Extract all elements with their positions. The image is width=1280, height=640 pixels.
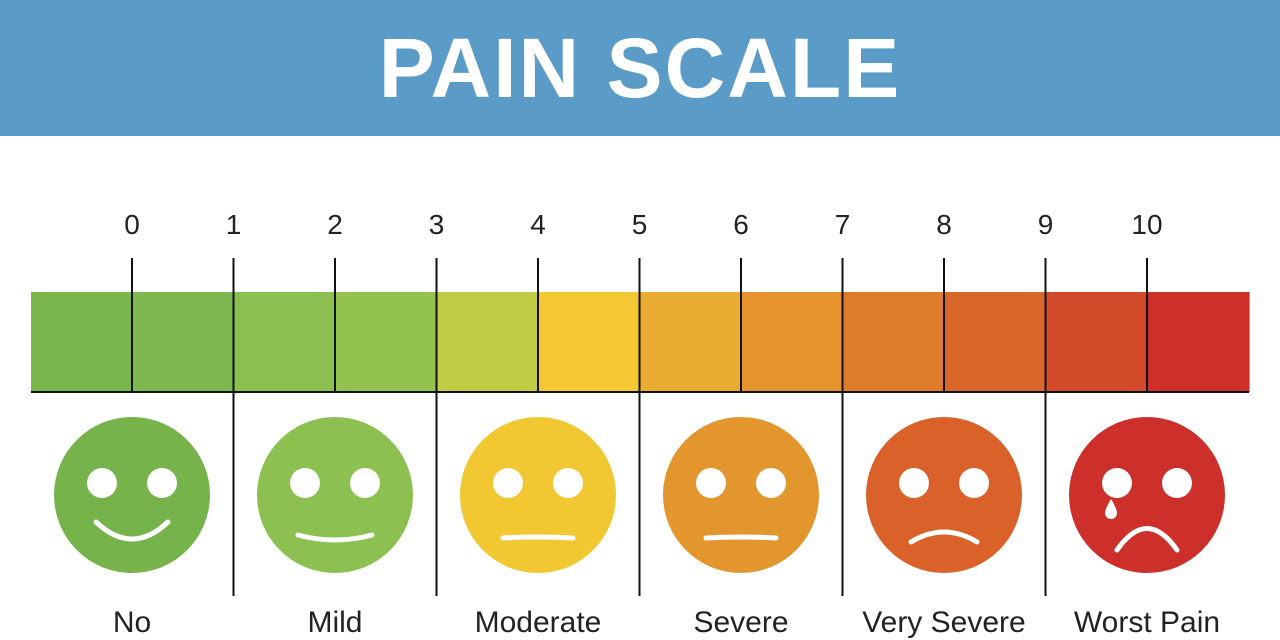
tick-label: 8 bbox=[936, 209, 952, 240]
face-circle bbox=[663, 417, 819, 573]
face-flat-icon bbox=[460, 417, 616, 573]
bar-segment bbox=[233, 292, 336, 392]
tick-label: 10 bbox=[1131, 209, 1162, 240]
bar-segment bbox=[741, 292, 844, 392]
face-label: Worst Pain bbox=[1074, 606, 1220, 639]
mouth bbox=[1114, 526, 1180, 553]
face-circle bbox=[1069, 417, 1225, 573]
face-big-frown-icon bbox=[1069, 417, 1225, 573]
face-big-smile-icon bbox=[54, 417, 210, 573]
face-frown-icon bbox=[866, 417, 1022, 573]
face-label: No bbox=[113, 606, 151, 639]
mouth bbox=[500, 534, 576, 541]
faces-row: No Mild Moderate Severe Very Severe Worst Pai… bbox=[54, 417, 1225, 639]
bar-segment bbox=[132, 292, 235, 392]
bar-segment bbox=[842, 292, 945, 392]
tick-label: 6 bbox=[733, 209, 749, 240]
bar-segment bbox=[1045, 292, 1148, 392]
tick-label: 2 bbox=[327, 209, 343, 240]
face-label: Severe bbox=[693, 606, 788, 639]
face-circle bbox=[460, 417, 616, 573]
color-gradient-bar bbox=[31, 292, 1250, 393]
tick-label: 0 bbox=[124, 209, 140, 240]
mouth bbox=[93, 519, 171, 542]
bar-segment bbox=[944, 292, 1047, 392]
bar-segment bbox=[1147, 292, 1250, 392]
face-smile-icon bbox=[257, 417, 413, 573]
left-eye bbox=[493, 468, 523, 498]
page-title: PAIN SCALE bbox=[378, 21, 902, 115]
face-label: Very Severe bbox=[862, 606, 1025, 639]
right-eye bbox=[553, 468, 583, 498]
left-eye bbox=[899, 468, 929, 498]
face-circle bbox=[54, 417, 210, 573]
face-label: Moderate bbox=[475, 606, 602, 639]
mouth bbox=[703, 534, 779, 541]
scale-ticks: 0 1 2 3 4 5 6 7 8 9 10 bbox=[124, 209, 1163, 596]
right-eye bbox=[1162, 468, 1192, 498]
tick-label: 1 bbox=[226, 209, 242, 240]
bar-segment bbox=[335, 292, 438, 392]
tick-label: 4 bbox=[530, 209, 546, 240]
face-flat-icon bbox=[663, 417, 819, 573]
bar-segment bbox=[31, 292, 133, 392]
left-eye bbox=[1102, 468, 1132, 498]
tick-label: 9 bbox=[1038, 209, 1054, 240]
right-eye bbox=[756, 468, 786, 498]
bar-segment bbox=[639, 292, 742, 392]
left-eye bbox=[696, 468, 726, 498]
right-eye bbox=[147, 468, 177, 498]
face-label: Mild bbox=[307, 606, 362, 639]
bar-segment bbox=[436, 292, 539, 392]
face-circle bbox=[257, 417, 413, 573]
left-eye bbox=[290, 468, 320, 498]
header-banner: PAIN SCALE bbox=[0, 0, 1280, 136]
mouth bbox=[908, 529, 980, 545]
tear-drop-icon bbox=[1105, 499, 1117, 519]
tick-label: 7 bbox=[835, 209, 851, 240]
tick-label: 3 bbox=[429, 209, 445, 240]
face-circle bbox=[866, 417, 1022, 573]
right-eye bbox=[959, 468, 989, 498]
left-eye bbox=[87, 468, 117, 498]
mouth bbox=[295, 532, 375, 543]
right-eye bbox=[350, 468, 380, 498]
tick-label: 5 bbox=[632, 209, 648, 240]
bar-segment bbox=[538, 292, 641, 392]
